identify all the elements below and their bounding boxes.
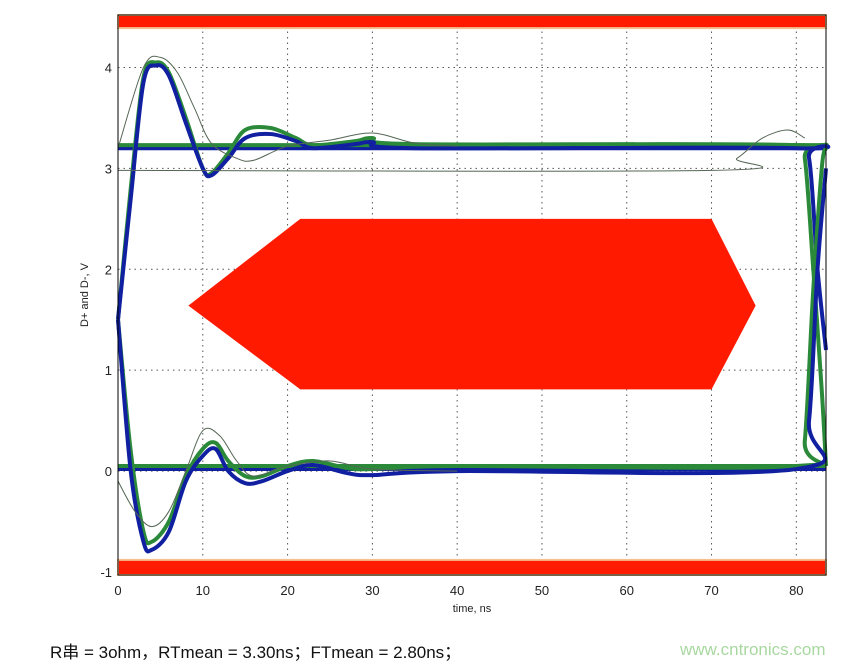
plot-frame: [117, 14, 827, 576]
waveform-trace: [116, 60, 829, 467]
waveform-trace: [117, 129, 806, 172]
y-axis-label: D+ and D-, V: [79, 262, 91, 327]
mask: [117, 14, 827, 577]
y-tick-label: 1: [105, 363, 112, 378]
x-tick-label: 0: [114, 583, 121, 598]
y-tick-label: 4: [105, 60, 112, 75]
mask-top-band: [117, 14, 827, 30]
x-tick-label: 50: [535, 583, 549, 598]
waveform-trace: [117, 55, 458, 162]
caption: R串 = 3ohm，RTmean = 3.30ns；FTmean = 2.80n…: [50, 643, 462, 662]
x-tick-label: 30: [365, 583, 379, 598]
x-tick-label: 10: [196, 583, 210, 598]
waveform-trace: [117, 427, 458, 528]
x-tick-label: 20: [280, 583, 294, 598]
y-tick-label: -1: [100, 565, 112, 580]
x-tick-label: 40: [450, 583, 464, 598]
y-tick-label: 2: [105, 262, 112, 277]
x-tick-label: 60: [620, 583, 634, 598]
watermark: www.cntronics.com: [680, 640, 826, 659]
waveform-trace: [116, 168, 828, 554]
x-tick-label: 70: [704, 583, 718, 598]
mask-hexagon: [188, 218, 756, 390]
mask-bottom-band: [117, 558, 827, 577]
x-tick-label: 80: [789, 583, 803, 598]
x-axis-label: time, ns: [453, 603, 492, 615]
y-tick-label: 3: [105, 161, 112, 176]
waveform-trace: [116, 63, 831, 351]
y-tick-label: 0: [105, 464, 112, 479]
waveforms: [116, 55, 831, 554]
x-ticks: 0 10 20 30 40 50 60 70 80: [114, 583, 803, 598]
y-ticks: -1 0 1 2 3 4: [100, 60, 112, 580]
